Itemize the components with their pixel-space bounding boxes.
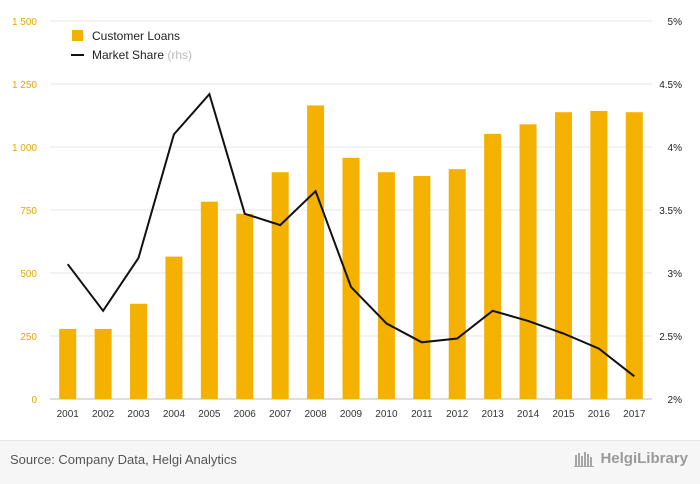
bar-customer-loans bbox=[590, 111, 607, 399]
right-axis-tick-label: 4.5% bbox=[659, 80, 682, 91]
x-axis-tick-label: 2011 bbox=[411, 409, 433, 420]
left-axis-tick-label: 0 bbox=[31, 395, 37, 406]
brand-logo[interactable]: HelgiLibrary bbox=[574, 450, 688, 467]
library-icon bbox=[574, 451, 596, 467]
left-axis-tick-label: 1 500 bbox=[12, 17, 37, 28]
bar-customer-loans bbox=[484, 134, 501, 399]
bar-customer-loans bbox=[449, 169, 466, 399]
x-axis-tick-label: 2016 bbox=[588, 409, 611, 420]
right-axis-tick-label: 2% bbox=[668, 395, 683, 406]
bar-customer-loans bbox=[236, 214, 253, 399]
x-axis-tick-label: 2001 bbox=[57, 409, 80, 420]
bar-customer-loans bbox=[165, 257, 182, 399]
bar-customer-loans bbox=[272, 172, 289, 399]
bar-customer-loans bbox=[555, 112, 572, 399]
legend-swatch-customer-loans bbox=[72, 30, 83, 41]
bar-customer-loans bbox=[378, 172, 395, 399]
bar-customer-loans bbox=[130, 304, 147, 399]
right-axis-tick-label: 3% bbox=[668, 269, 683, 280]
combo-chart: 0 250 500 750 1 000 1 250 1 500 2% 2.5% 3% 3.5% 4% 4… bbox=[0, 0, 700, 440]
left-axis-tick-label: 250 bbox=[20, 332, 37, 343]
x-axis-tick-label: 2007 bbox=[269, 409, 292, 420]
x-axis-tick-label: 2014 bbox=[517, 409, 540, 420]
right-axis-tick-label: 2.5% bbox=[659, 332, 682, 343]
x-axis-tick-label: 2013 bbox=[482, 409, 505, 420]
bar-customer-loans bbox=[343, 158, 360, 399]
right-axis-tick-label: 3.5% bbox=[659, 206, 682, 217]
bar-customer-loans bbox=[520, 124, 537, 399]
footer: Source: Company Data, Helgi Analytics He… bbox=[0, 440, 700, 484]
x-axis-tick-label: 2003 bbox=[127, 409, 150, 420]
x-axis-tick-label: 2004 bbox=[163, 409, 186, 420]
x-axis-tick-label: 2015 bbox=[552, 409, 575, 420]
right-axis-tick-label: 4% bbox=[668, 143, 683, 154]
x-axis-tick-label: 2017 bbox=[623, 409, 646, 420]
left-axis-tick-label: 1 250 bbox=[12, 80, 37, 91]
x-axis-tick-label: 2008 bbox=[304, 409, 327, 420]
legend-label-market-share: Market Share (rhs) bbox=[92, 48, 192, 62]
x-axis-tick-label: 2005 bbox=[198, 409, 221, 420]
bar-customer-loans bbox=[626, 112, 643, 399]
x-axis-tick-label: 2010 bbox=[375, 409, 398, 420]
x-axis-tick-label: 2012 bbox=[446, 409, 469, 420]
bar-customer-loans bbox=[413, 176, 430, 399]
source-text: Source: Company Data, Helgi Analytics bbox=[10, 452, 237, 467]
bar-customer-loans bbox=[307, 105, 324, 399]
x-axis-tick-label: 2002 bbox=[92, 409, 115, 420]
left-axis-tick-label: 750 bbox=[20, 206, 37, 217]
brand-name: HelgiLibrary bbox=[600, 450, 688, 467]
left-axis-tick-label: 1 000 bbox=[12, 143, 37, 154]
x-axis-tick-label: 2006 bbox=[234, 409, 257, 420]
x-axis-tick-label: 2009 bbox=[340, 409, 363, 420]
left-axis-tick-label: 500 bbox=[20, 269, 37, 280]
right-axis-tick-label: 5% bbox=[668, 17, 683, 28]
bar-customer-loans bbox=[95, 329, 112, 399]
bar-customer-loans bbox=[201, 202, 218, 399]
bar-customer-loans bbox=[59, 329, 76, 399]
legend-label-customer-loans: Customer Loans bbox=[92, 29, 180, 43]
